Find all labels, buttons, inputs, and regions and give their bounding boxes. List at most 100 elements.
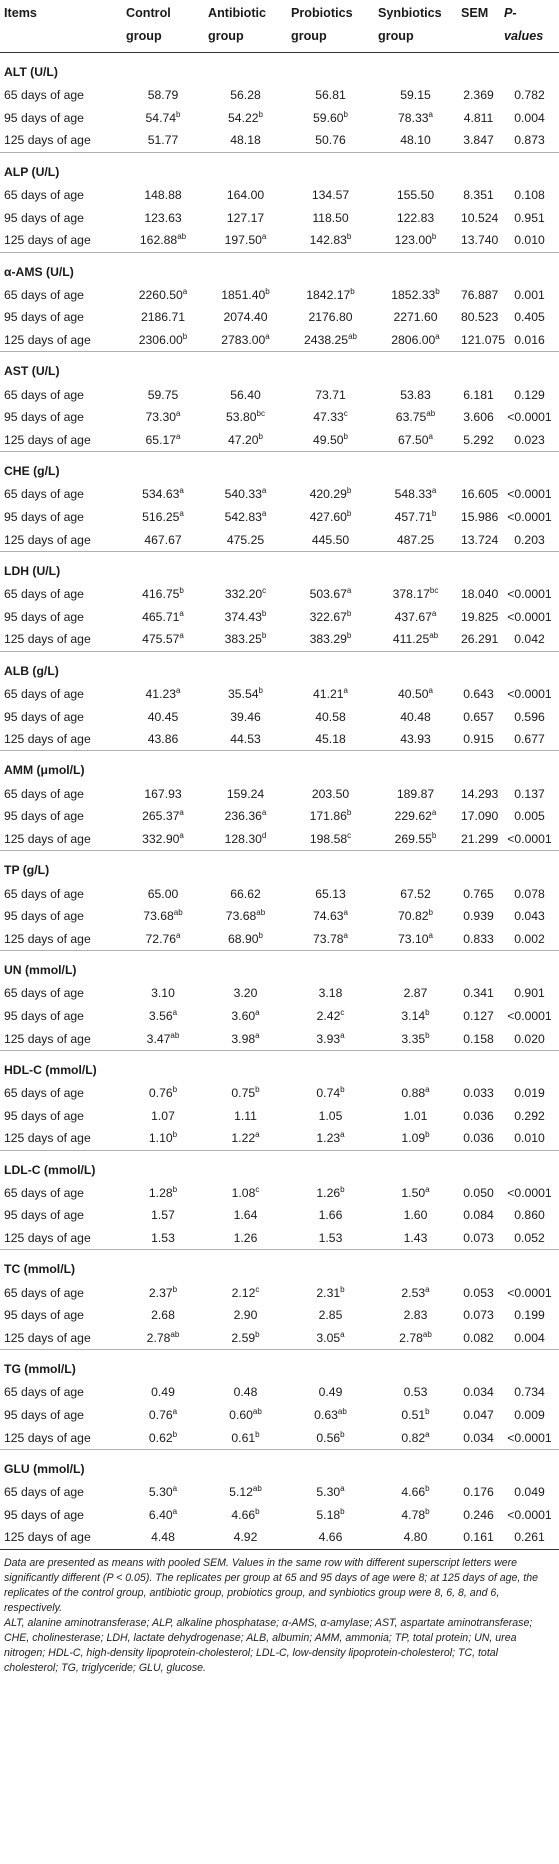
table-row: 65 days of age 41.23a 35.54b 41.21a 40.50a 0.…	[0, 683, 559, 706]
cell-value: 2.37	[148, 1285, 173, 1300]
significance-letter: ab	[348, 331, 357, 341]
cell-value: 0.61	[231, 1430, 256, 1445]
age-label: 65 days of age	[4, 587, 84, 602]
significance-letter: b	[255, 1506, 260, 1516]
value-cell: 43.86	[122, 728, 204, 751]
significance-letter: a	[179, 608, 184, 618]
p-value-cell: 0.596	[514, 709, 545, 724]
cell-value: 1.09	[401, 1131, 426, 1146]
significance-letter: a	[428, 685, 433, 695]
cell-value: 0.76	[148, 1086, 173, 1101]
p-value-cell: <0.0001	[507, 410, 552, 425]
p-value-cell: <0.0001	[507, 1507, 552, 1522]
value-cell: 332.90a	[122, 828, 204, 851]
cell-value: 0.49	[318, 1385, 343, 1400]
table-row: 65 days of age 534.63a 540.33a 420.29b 548.3…	[0, 483, 559, 506]
table-footnote: Data are presented as means with pooled …	[0, 1548, 559, 1676]
table-row: 65 days of age 416.75b 332.20c 503.67a 378.1…	[0, 583, 559, 606]
value-cell: 2.90	[204, 1304, 287, 1327]
significance-letter: a	[261, 508, 267, 518]
value-cell: 0.49	[287, 1381, 374, 1404]
cell-value: 0.63	[314, 1408, 338, 1423]
significance-letter: a	[428, 930, 433, 940]
significance-letter: a	[182, 286, 188, 296]
significance-letter: b	[340, 1284, 345, 1294]
table-row: 95 days of age 0.76a 0.60ab 0.63ab 0.51b 0.04…	[0, 1404, 559, 1427]
sem-cell: 0.176	[463, 1485, 494, 1500]
value-cell: 2306.00b	[122, 329, 204, 352]
cell-value: 43.93	[400, 732, 431, 747]
table-row: 125 days of age 0.62b 0.61b 0.56b 0.82a 0.034…	[0, 1426, 559, 1449]
significance-letter: a	[176, 409, 181, 419]
table-row: 65 days of age 5.30a 5.12ab 5.30a 4.66b 0.176…	[0, 1481, 559, 1504]
cell-value: 128.30	[224, 831, 262, 846]
cell-value: 542.83	[224, 510, 262, 525]
value-cell: 73.78a	[287, 927, 374, 950]
cell-value: 1842.17	[306, 287, 351, 302]
header-synbiotics: Synbiotics group	[374, 0, 457, 53]
value-cell: 2.83	[374, 1304, 457, 1327]
value-cell: 73.68ab	[122, 905, 204, 928]
footnote-abbreviations: ALT, alanine aminotransferase; ALP, alka…	[4, 1616, 533, 1674]
value-cell: 118.50	[287, 206, 374, 229]
value-cell: 427.60b	[287, 506, 374, 529]
significance-letter: c	[255, 1284, 260, 1294]
cell-value: 73.68	[143, 909, 174, 924]
value-cell: 322.67b	[287, 606, 374, 629]
group-title: α-AMS (U/L)	[0, 251, 559, 284]
cell-value: 122.83	[396, 210, 435, 225]
cell-value: 374.43	[224, 609, 262, 624]
significance-letter: b	[255, 1329, 260, 1339]
value-cell: 2271.60	[374, 306, 457, 329]
significance-letter: b	[425, 1506, 430, 1516]
value-cell: 2438.25ab	[287, 329, 374, 352]
significance-letter: a	[425, 1085, 430, 1095]
value-cell: 378.17bc	[374, 583, 457, 606]
group-title: AST (U/L)	[0, 351, 559, 384]
value-cell: 72.76a	[122, 927, 204, 950]
significance-letter: b	[172, 1184, 178, 1194]
significance-letter: a	[343, 930, 348, 940]
cell-value: 1.26	[233, 1231, 258, 1246]
cell-value: 2074.40	[223, 310, 268, 325]
cell-value: 503.67	[309, 587, 347, 602]
table-row: 65 days of age 3.10 3.20 3.18 2.87 0.341 0.901	[0, 982, 559, 1005]
cell-value: 1.57	[151, 1208, 175, 1223]
p-value-cell: 0.078	[514, 886, 545, 901]
header-antibiotic: Antibiotic group	[204, 0, 287, 53]
age-label: 65 days of age	[4, 686, 84, 701]
group-title: AMM (μmol/L)	[0, 750, 559, 783]
p-value-cell: <0.0001	[507, 1008, 552, 1023]
p-value-cell: <0.0001	[507, 686, 552, 701]
value-cell: 0.76b	[122, 1082, 204, 1105]
cell-value: 1.08	[231, 1185, 256, 1200]
value-cell: 3.47ab	[122, 1027, 204, 1050]
value-cell: 1.09b	[374, 1127, 457, 1150]
age-label: 95 days of age	[4, 1208, 84, 1223]
group-header-row: GLU (mmol/L)	[0, 1448, 559, 1481]
significance-letter: a	[172, 1506, 178, 1516]
value-cell: 41.21a	[287, 683, 374, 706]
cell-value: 59.15	[400, 88, 431, 103]
group-title: TG (mmol/L)	[0, 1349, 559, 1382]
value-cell: 159.24	[204, 782, 287, 805]
sem-cell: 17.090	[461, 809, 499, 824]
cell-value: 45.18	[315, 732, 346, 747]
p-value-cell: 0.951	[514, 210, 545, 225]
significance-letter: ab	[252, 1484, 262, 1494]
significance-letter: b	[255, 1085, 260, 1095]
cell-value: 516.25	[142, 510, 180, 525]
age-label: 65 days of age	[4, 886, 84, 901]
p-value-cell: <0.0001	[507, 1185, 552, 1200]
value-cell: 1.22a	[204, 1127, 287, 1150]
value-cell: 4.66	[287, 1526, 374, 1549]
value-cell: 59.60b	[287, 107, 374, 130]
value-cell: 0.51b	[374, 1404, 457, 1427]
value-cell: 5.18b	[287, 1504, 374, 1527]
value-cell: 56.28	[204, 84, 287, 107]
value-cell: 67.52	[374, 882, 457, 905]
significance-letter: ab	[252, 1406, 262, 1416]
sem-cell: 80.523	[461, 310, 499, 325]
value-cell: 1.05	[287, 1104, 374, 1127]
value-cell: 0.62b	[122, 1426, 204, 1449]
